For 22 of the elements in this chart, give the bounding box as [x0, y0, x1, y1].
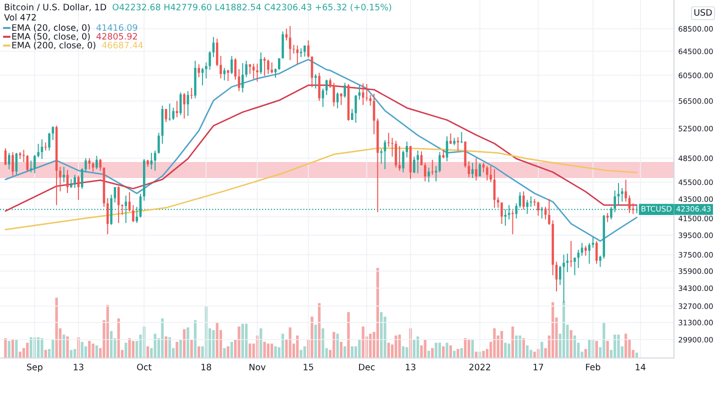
legend-label: EMA (20, close, 0)	[12, 24, 90, 32]
x-tick-label: Dec	[359, 364, 375, 370]
x-tick-label: 17	[534, 364, 544, 370]
annotation: O42232.68 H42779.60 L41882.54 C42306.43 +65.32 (+0.15%)	[112, 4, 392, 12]
annotation: Vol 472	[4, 14, 36, 21]
x-tick-label: Feb	[586, 364, 600, 370]
x-tick-label: 13	[74, 364, 84, 370]
legend-label: EMA (50, close, 0)	[12, 32, 90, 41]
annotation: 41416.09	[96, 24, 138, 31]
legend-label: EMA (200, close, 0)	[12, 42, 96, 50]
x-tick-label: 13	[406, 364, 416, 370]
y-axis-title: USD	[694, 9, 712, 16]
annotation: 42805.92	[96, 33, 137, 40]
annotation: 46687.44	[102, 42, 143, 48]
x-tick-label: 18	[202, 364, 212, 370]
x-tick-label: 15	[304, 364, 314, 370]
x-tick-label: 2022	[469, 364, 490, 370]
x-tick-label: Oct	[137, 364, 152, 370]
x-tick-label: 14	[636, 364, 646, 370]
chart-title: Bitcoin / U.S. Dollar, 1D	[4, 4, 106, 12]
x-tick-label: Nov	[250, 364, 266, 370]
x-tick-label: Sep	[26, 364, 42, 372]
